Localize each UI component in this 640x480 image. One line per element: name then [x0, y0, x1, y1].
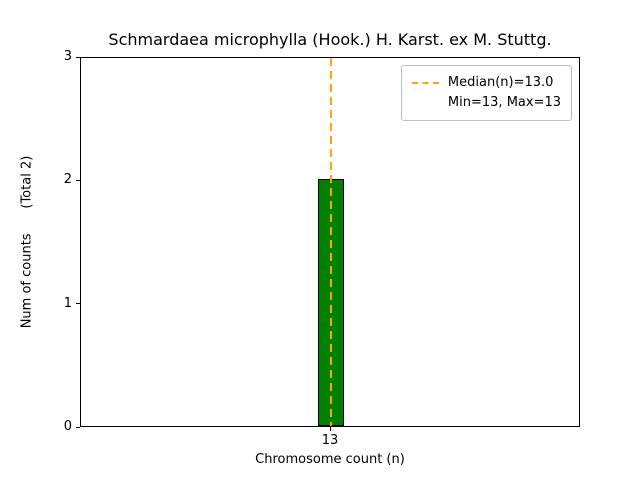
y-tick-label: 3 — [63, 49, 72, 64]
y-tick-mark — [76, 303, 80, 305]
legend-entry-median: Median(n)=13.0 — [411, 73, 561, 93]
y-tick-label: 1 — [63, 295, 72, 311]
x-tick-mark — [329, 427, 331, 431]
y-tick-label: 0 — [63, 419, 72, 434]
y-tick-mark — [76, 179, 80, 181]
legend-entry-minmax: Min=13, Max=13 — [412, 93, 561, 113]
dashed-line-icon — [411, 82, 439, 85]
median-line — [330, 58, 332, 426]
y-tick-mark — [76, 56, 80, 58]
legend: Median(n)=13.0 Min=13, Max=13 — [400, 65, 572, 122]
y-tick-label: 2 — [63, 172, 72, 188]
plot-area: Median(n)=13.0 Min=13, Max=13 — [80, 57, 580, 427]
chart-title: Schmardaea microphylla (Hook.) H. Karst.… — [108, 30, 552, 49]
y-tick-mark — [76, 426, 80, 428]
x-axis-label: Chromosome count (n) — [255, 452, 405, 467]
legend-label-median: Median(n)=13.0 — [447, 75, 554, 90]
legend-label-minmax: Min=13, Max=13 — [447, 95, 561, 111]
legend-spacer — [412, 102, 439, 104]
x-tick-label: 13 — [321, 433, 339, 448]
